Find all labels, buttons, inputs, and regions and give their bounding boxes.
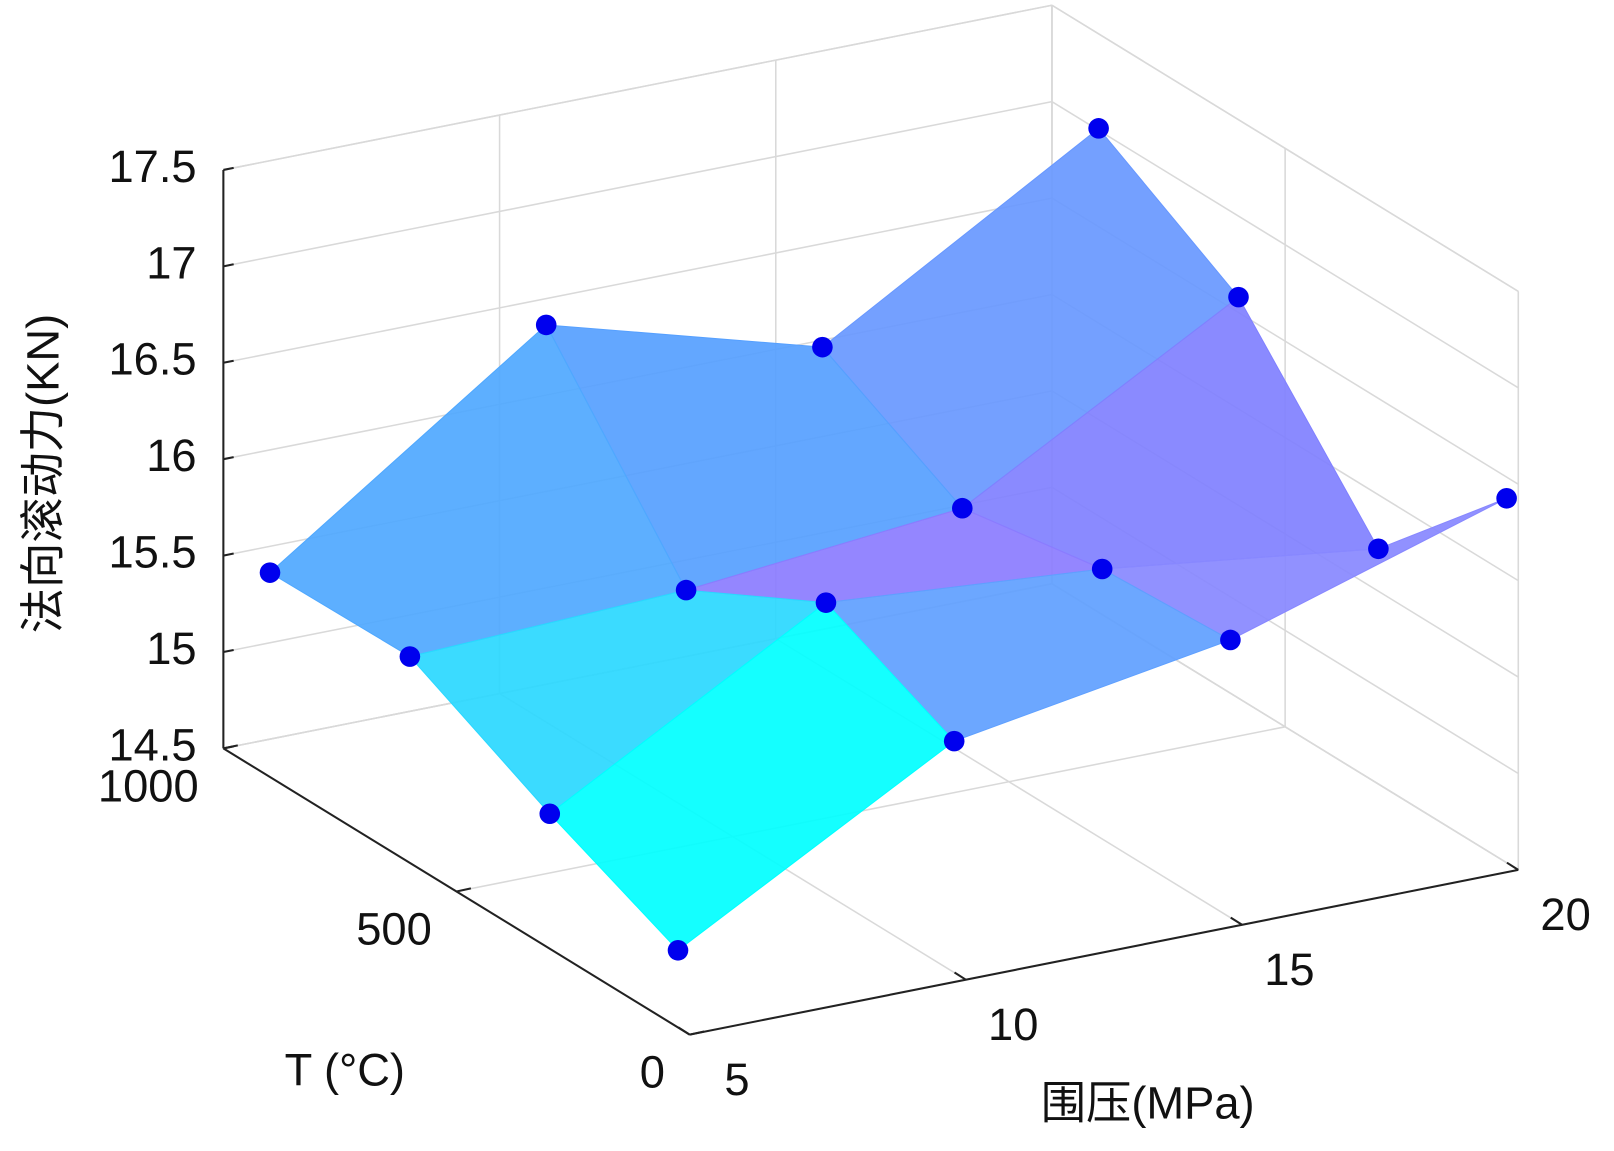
z-axis-label: 法向滚动力(KN) [17,314,68,633]
data-point [1091,558,1113,580]
data-point [1368,538,1389,560]
x-tick-label: 10 [988,999,1038,1050]
z-tick [223,263,234,268]
surface-layer [269,127,1507,951]
grid-line [223,4,1053,171]
data-point [943,730,965,752]
x-tick [1506,861,1519,871]
data-point [1228,286,1249,308]
axis-layer: 14.5 15 15.5 16 16.5 17 17.5 0 500 1000 5 10 15 20 [98,141,1591,1105]
y-tick [223,744,238,750]
z-tick [223,166,234,171]
z-tick-label: 16.5 [108,334,196,385]
grid-line [456,726,1286,893]
z-tick-label: 17 [146,237,196,288]
grid-line [223,197,1053,364]
z-tick-label: 16 [146,430,196,481]
data-point [539,803,561,825]
marker-layer [259,118,1517,961]
z-tick [223,648,234,654]
x-axis-label: 围压(MPa) [1041,1078,1255,1129]
z-tick-label: 15.5 [108,527,196,578]
y-tick [456,887,472,893]
z-tick-label: 15 [146,623,196,674]
y-tick-label: 500 [356,904,432,955]
x-tick [1230,916,1243,926]
data-point [675,579,697,601]
data-point [1220,629,1241,651]
x-tick [953,971,967,981]
data-point [815,592,837,613]
y-axis-label: T (°C) [285,1045,405,1096]
x-tick [677,1026,691,1036]
x-axis [689,868,1519,1036]
z-tick-label: 14.5 [108,719,196,770]
x-tick-label: 20 [1540,889,1590,940]
z-tick [223,456,234,461]
data-point [1496,487,1517,509]
data-point [535,314,557,336]
data-point [259,562,281,583]
grid-line [223,100,1053,268]
z-tick-label: 17.5 [108,141,196,192]
z-tick [223,359,234,364]
z-tick [223,552,234,557]
data-point [812,336,833,358]
data-point [951,497,973,519]
y-tick-label: 1000 [98,761,199,812]
x-tick-label: 5 [724,1054,749,1105]
y-tick [689,1030,705,1036]
data-point [1088,118,1109,139]
y-tick-label: 0 [640,1047,665,1098]
data-point [667,940,689,961]
x-tick-label: 15 [1264,944,1314,995]
data-point [399,646,421,667]
